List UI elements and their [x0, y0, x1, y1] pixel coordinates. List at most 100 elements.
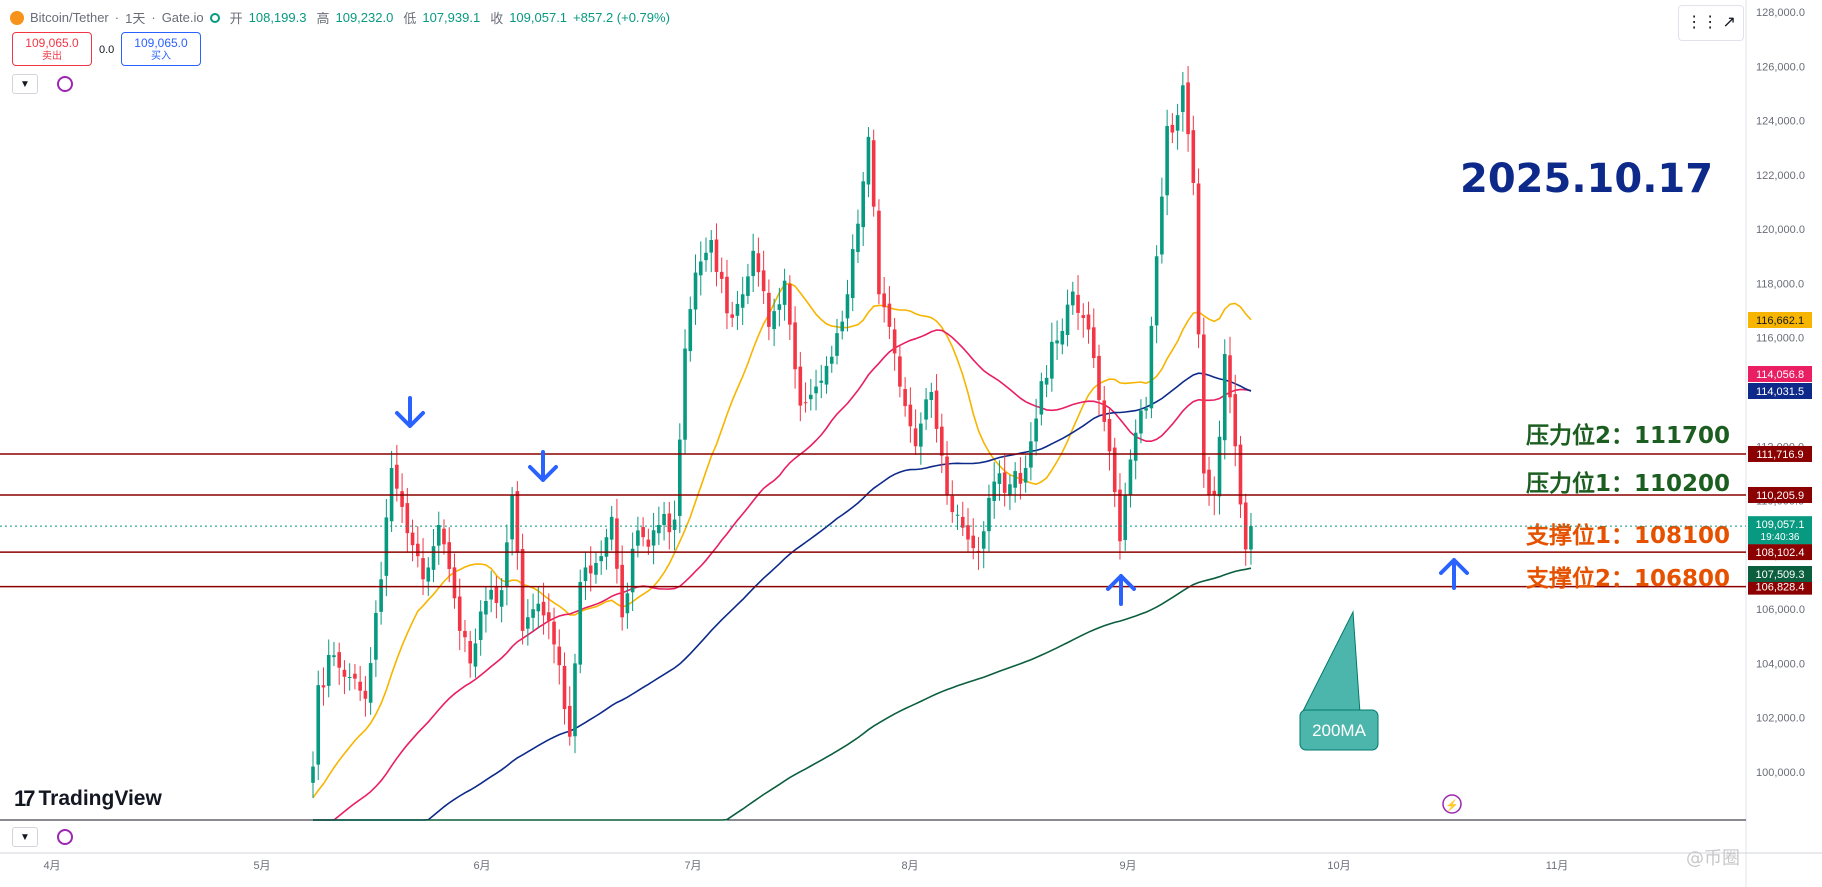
candle-body — [515, 491, 520, 553]
candle-body — [583, 567, 588, 582]
candle-body — [861, 181, 865, 228]
candle-body — [604, 537, 609, 557]
candle-body — [819, 380, 824, 383]
candle-body — [510, 495, 514, 540]
arrow-down-icon — [395, 396, 425, 428]
candle-body — [353, 673, 357, 679]
candle-body — [1039, 381, 1044, 415]
ohlc-close: 109,057.1 — [509, 10, 568, 25]
candle-body — [1196, 183, 1201, 335]
candle-body — [562, 665, 567, 710]
refresh-icon-top[interactable] — [57, 76, 73, 92]
ma200-callout-label: 200MA — [1312, 721, 1367, 740]
candle-body — [332, 655, 336, 658]
candle-body — [1112, 447, 1117, 493]
sell-button[interactable]: 109,065.0 卖出 — [12, 32, 92, 66]
candle-body — [436, 525, 441, 546]
buy-button[interactable]: 109,065.0 买入 — [121, 32, 201, 66]
ma-200-line — [313, 567, 1252, 821]
candle-body — [657, 525, 661, 534]
y-tick-label: 122,000.0 — [1756, 170, 1805, 182]
candle-body — [573, 663, 577, 737]
candle-body — [1023, 468, 1028, 483]
candle-body — [347, 677, 352, 678]
level-price-label: 111,716.9 — [1756, 449, 1803, 461]
candle-body — [1081, 315, 1086, 318]
symbol-pair[interactable]: Bitcoin/Tether — [30, 10, 109, 25]
candle-body — [1144, 408, 1148, 411]
candle-body — [1044, 377, 1049, 385]
candle-body — [1002, 472, 1007, 493]
candle-body — [945, 456, 949, 496]
candle-body — [311, 766, 315, 783]
y-tick-label: 100,000.0 — [1756, 767, 1805, 779]
chart-title: 2025.10.17 — [1460, 156, 1713, 202]
candle-body — [1202, 334, 1206, 474]
candle-body — [620, 564, 624, 618]
candle-body — [887, 303, 892, 327]
candle-body — [929, 392, 934, 400]
candle-body — [829, 356, 834, 364]
level-text: 压力位1：110200 — [1526, 470, 1730, 497]
candle-body — [520, 548, 525, 631]
candle-body — [452, 567, 457, 599]
candle-body — [1133, 432, 1138, 461]
candle-body — [919, 423, 923, 447]
candle-body — [698, 261, 703, 276]
candle-body — [950, 495, 955, 513]
arrow-up-icon — [1439, 558, 1469, 590]
candle-body — [368, 663, 373, 703]
x-tick-label: 10月 — [1327, 860, 1350, 872]
candle-body — [971, 535, 976, 549]
candle-body — [615, 518, 619, 569]
candle-body — [447, 542, 452, 570]
candle-body — [1181, 85, 1185, 113]
x-tick-label: 4月 — [43, 860, 60, 872]
candle-body — [536, 603, 541, 612]
interval[interactable]: 1天 — [125, 11, 146, 26]
candle-body — [1160, 196, 1164, 255]
candle-body — [756, 253, 761, 273]
candle-body — [594, 563, 598, 575]
candle-body — [599, 556, 603, 562]
candle-body — [1018, 472, 1023, 484]
candle-body — [426, 567, 431, 582]
chart-tools-toolbar[interactable]: ⋮⋮ ↗ — [1678, 5, 1744, 41]
candle-body — [321, 685, 326, 688]
candle-body — [1175, 115, 1180, 131]
trend-icon[interactable]: ↗ — [1722, 14, 1736, 31]
candle-body — [552, 621, 556, 645]
candle-body — [379, 579, 383, 612]
x-tick-label: 8月 — [901, 860, 918, 872]
candle-body — [1034, 418, 1038, 442]
candle-body — [693, 272, 698, 310]
exchange: Gate.io — [161, 10, 204, 25]
candle-body — [788, 284, 792, 325]
grip-icon[interactable]: ⋮⋮ — [1686, 14, 1719, 31]
collapse-toggle-top[interactable]: ▼ — [12, 74, 38, 94]
candle-body — [442, 528, 446, 545]
ma-mid-line — [313, 329, 1252, 821]
collapse-toggle-bottom[interactable]: ▼ — [12, 827, 38, 847]
refresh-icon-bottom[interactable] — [57, 829, 73, 845]
candle-body — [646, 539, 651, 547]
callout-pointer — [1301, 610, 1361, 714]
candle-body — [641, 527, 645, 538]
candle-body — [541, 601, 546, 616]
chart-header: Bitcoin/Tether · 1天 · Gate.io 开 108,199.3… — [10, 8, 670, 27]
candle-body — [714, 239, 719, 272]
bottom-watermark: @币圈 — [1686, 848, 1740, 869]
bitcoin-icon — [10, 10, 24, 25]
y-tick-label: 128,000.0 — [1756, 7, 1805, 19]
candle-body — [630, 548, 635, 593]
y-tick-label: 120,000.0 — [1756, 224, 1805, 236]
candle-body — [431, 546, 436, 570]
candle-body — [845, 294, 850, 319]
alert-bolt-glyph: ⚡ — [1445, 799, 1459, 812]
candle-body — [374, 612, 378, 660]
candle-body — [798, 366, 803, 406]
candle-body — [735, 303, 740, 316]
current-price-label: 109,057.1 — [1756, 519, 1805, 531]
ma-price-tag — [1748, 312, 1812, 328]
